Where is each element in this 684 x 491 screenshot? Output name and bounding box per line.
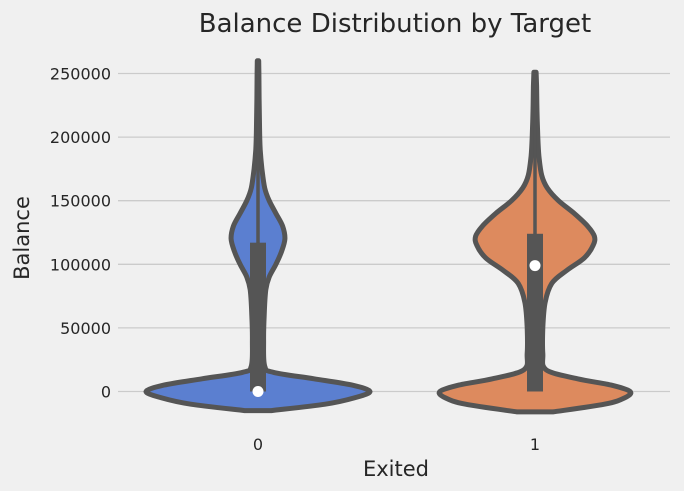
y-axis-label: Balance — [10, 196, 34, 280]
violin-median-dot — [252, 386, 264, 397]
x-tick-label: 0 — [253, 435, 263, 454]
y-tick-labels: 0 50000 100000 150000 200000 250000 — [50, 65, 111, 402]
violins — [143, 58, 634, 415]
violin-0 — [143, 58, 373, 414]
chart-title: Balance Distribution by Target — [199, 9, 592, 39]
y-tick-label: 0 — [101, 383, 111, 402]
y-tick-label: 50000 — [60, 319, 111, 338]
violin-median-dot — [529, 260, 541, 272]
y-tick-label: 250000 — [50, 65, 111, 84]
y-tick-label: 100000 — [50, 255, 111, 274]
violin-iqr-box — [527, 233, 543, 392]
y-tick-label: 150000 — [50, 192, 111, 211]
violin-1 — [436, 69, 634, 415]
y-tick-label: 200000 — [50, 128, 111, 147]
x-tick-label: 1 — [530, 435, 540, 454]
violin-iqr-box — [250, 242, 266, 392]
x-axis-label: Exited — [363, 457, 429, 481]
